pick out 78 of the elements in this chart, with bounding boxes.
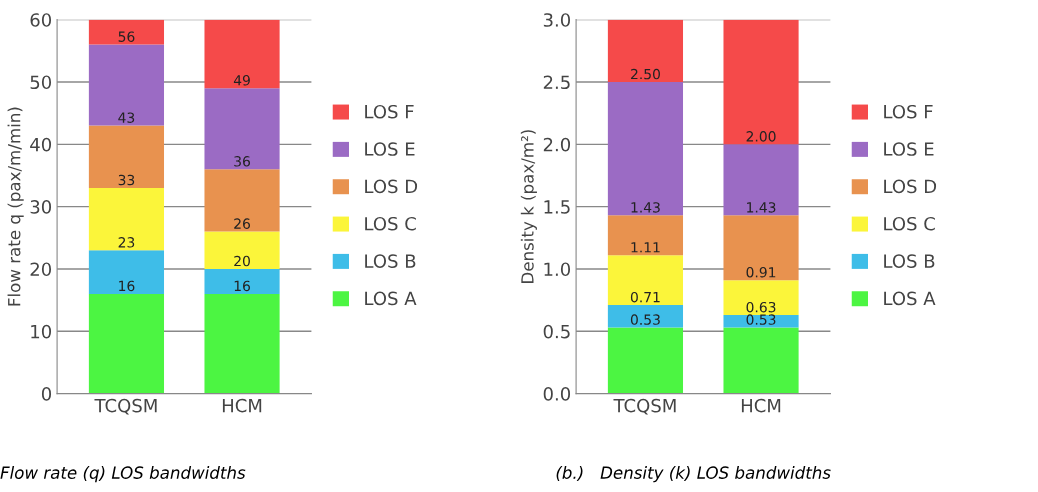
- bar: [88, 293, 165, 394]
- bar: [204, 19, 280, 89]
- bar: [88, 187, 165, 251]
- legend-label: LOS D: [884, 179, 937, 194]
- annotation: 0.53: [630, 314, 660, 325]
- y-tick-label: 3.0: [543, 13, 571, 27]
- x-tick-label: HCM: [222, 398, 262, 413]
- bar: [723, 144, 799, 216]
- y-tick-label: 30: [30, 200, 52, 214]
- bar: [204, 169, 280, 232]
- legend-label: LOS B: [365, 254, 416, 268]
- y-tick-label: 40: [30, 137, 52, 152]
- legend-label: LOS C: [365, 216, 416, 231]
- y-axis-title: Density k (pax/m²): [520, 130, 537, 283]
- bar: [723, 215, 799, 281]
- x-tick-label: TCQSM: [613, 398, 676, 415]
- bar: [723, 315, 799, 328]
- bar: [88, 125, 165, 188]
- annotation: 1.11: [631, 242, 660, 253]
- bar: [607, 255, 684, 306]
- bar: [607, 82, 684, 216]
- annotation: 1.43: [747, 202, 776, 213]
- y-tick-label: 0.0: [543, 387, 571, 401]
- y-tick-label: 60: [30, 13, 52, 27]
- bar: [723, 19, 799, 145]
- bar: [723, 280, 799, 316]
- bar: [723, 327, 799, 394]
- annotation: 2.00: [746, 131, 776, 142]
- bar: [607, 215, 684, 256]
- legend-label: LOS D: [365, 179, 418, 194]
- legend-label: LOS F: [365, 104, 414, 119]
- y-tick-label: 50: [30, 75, 52, 90]
- legend-label: LOS B: [884, 254, 935, 268]
- annotation: 16: [119, 280, 135, 292]
- annotation: 36: [234, 156, 250, 167]
- text: Flow rate (q) LOS bandwidths: [0, 466, 246, 483]
- x-tick-label: HCM: [741, 398, 781, 413]
- annotation: 20: [234, 255, 250, 267]
- bar: [607, 327, 684, 394]
- y-axis-title: Flow rate q (pax/m/min): [7, 107, 24, 306]
- annotation: 49: [233, 75, 250, 86]
- bar: [204, 293, 280, 394]
- text: (b.) Density (k) LOS bandwidths: [556, 466, 831, 483]
- annotation: 23: [118, 237, 135, 248]
- annotation: 43: [118, 112, 135, 123]
- annotation: 0.53: [746, 314, 776, 325]
- bar: [88, 44, 165, 126]
- y-tick-label: 1.0: [544, 262, 571, 277]
- y-tick-label: 0: [41, 387, 52, 401]
- annotation: 0.71: [630, 291, 660, 303]
- annotation: 0.63: [746, 301, 776, 313]
- bar: [607, 19, 684, 82]
- bar: [88, 19, 165, 45]
- bar: [204, 268, 280, 294]
- y-tick-label: 1.5: [544, 200, 570, 214]
- bar: [607, 305, 684, 328]
- annotation: 33: [118, 174, 135, 186]
- legend-label: LOS E: [884, 142, 934, 156]
- y-tick-label: 20: [30, 262, 52, 277]
- y-tick-label: 2.0: [543, 137, 571, 152]
- annotation: 56: [118, 31, 135, 42]
- annotation: 0.91: [746, 266, 776, 278]
- legend-label: LOS A: [365, 291, 417, 306]
- bar: [88, 250, 165, 294]
- bar: [204, 88, 280, 170]
- y-tick-label: 0.5: [543, 324, 570, 339]
- y-tick-label: 10: [31, 324, 52, 339]
- annotation: 16: [234, 280, 250, 292]
- legend-label: LOS F: [884, 104, 933, 119]
- annotation: 26: [234, 218, 250, 229]
- annotation: 2.50: [631, 68, 660, 80]
- annotation: 1.43: [631, 202, 660, 213]
- legend-label: LOS E: [365, 142, 415, 156]
- bar: [204, 231, 280, 269]
- y-tick-label: 2.5: [543, 75, 570, 90]
- x-tick-label: TCQSM: [94, 398, 157, 415]
- legend-label: LOS C: [884, 216, 935, 231]
- legend-label: LOS A: [884, 291, 936, 306]
